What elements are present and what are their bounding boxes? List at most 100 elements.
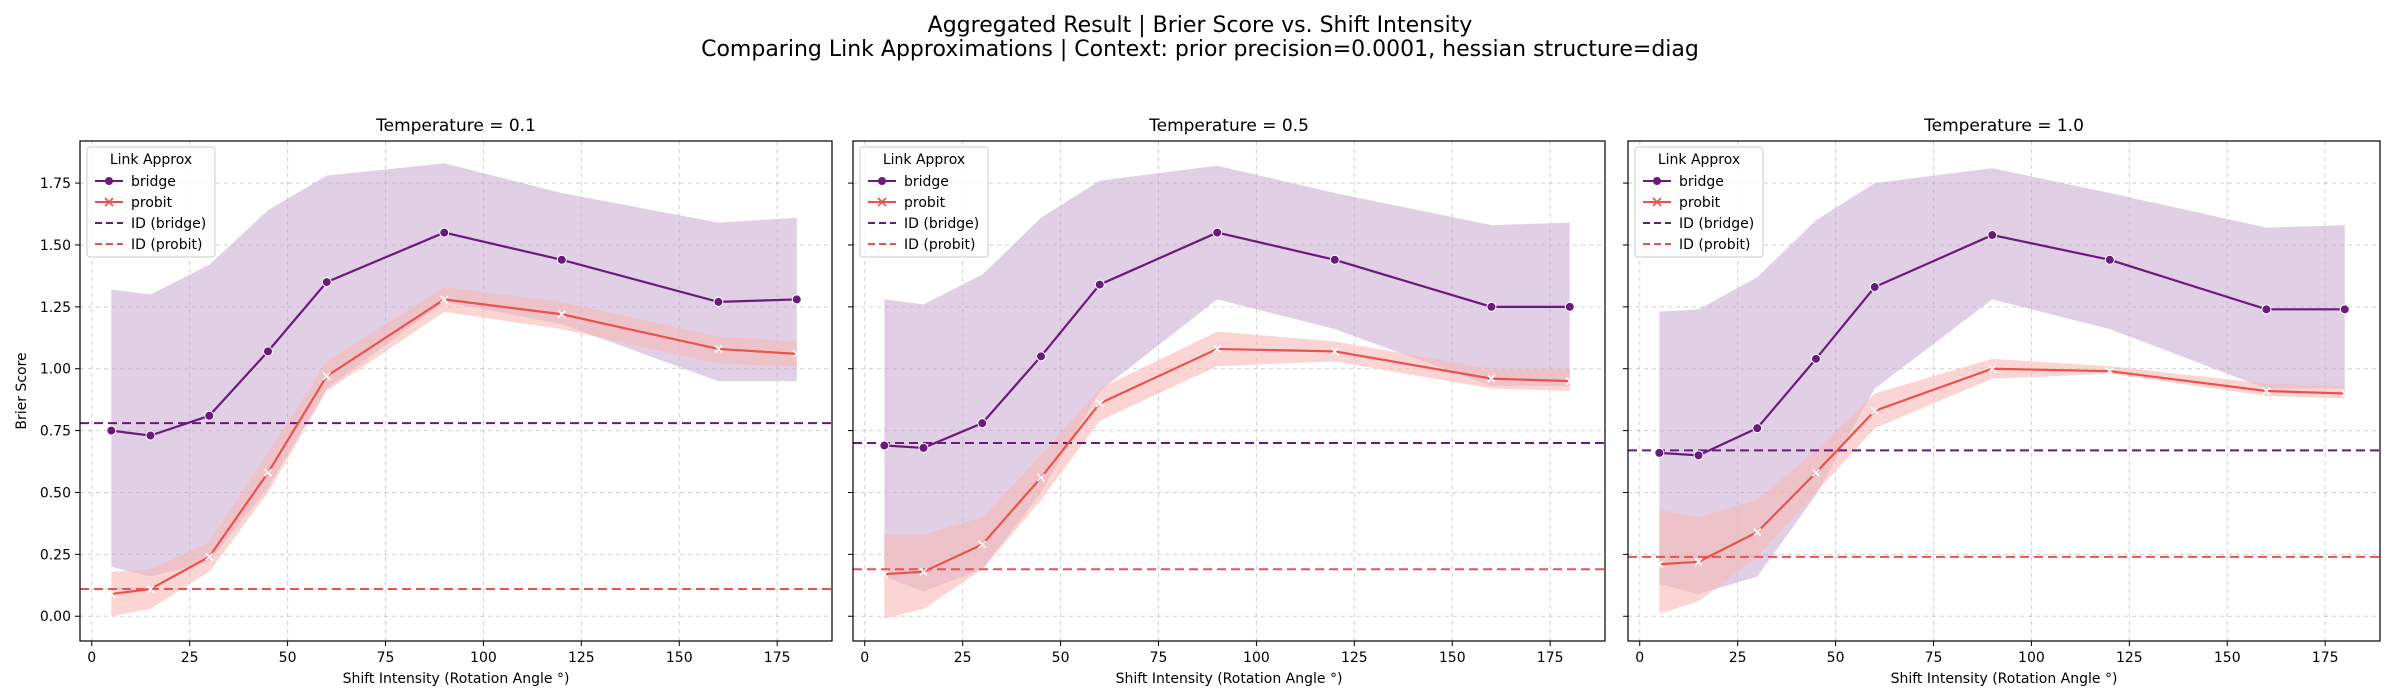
data-point-bridge (1329, 254, 1340, 265)
data-point-probit (1870, 406, 1879, 415)
data-point-bridge (1212, 227, 1223, 238)
data-point-probit (792, 349, 801, 358)
data-point-bridge (204, 410, 215, 421)
legend-item: ID (probit) (95, 237, 202, 253)
legend-label: probit (904, 195, 946, 211)
x-tick-label: 175 (2312, 650, 2339, 666)
data-point-bridge (1987, 230, 1998, 241)
chart-panel-3: 0 25 50 75 100 125 150 175 Temperature = 1.0 Shif… (1623, 116, 2381, 687)
x-axis-label: Shift Intensity (Rotation Angle °) (1891, 671, 2118, 687)
legend-title: Link Approx (1658, 152, 1740, 168)
x-tick-label: 75 (377, 650, 395, 666)
legend-title: Link Approx (883, 152, 965, 168)
data-point-probit (1213, 344, 1222, 353)
x-axis-label: Shift Intensity (Rotation Angle °) (1116, 671, 1343, 687)
data-point-probit (2105, 367, 2114, 376)
y-tick-label: 0.25 (40, 547, 71, 563)
data-point-probit (146, 584, 155, 594)
data-point-probit (1988, 364, 1997, 373)
x-tick-label: 25 (1729, 650, 1747, 666)
data-point-probit (1565, 377, 1574, 386)
legend-item: ID (bridge) (1643, 216, 1754, 232)
x-tick-label: 125 (1341, 650, 1368, 666)
chart-panel-1: 0 25 50 75 100 125 150 175 0.00 0.25 0.50 0.75 1.00 1… (14, 116, 833, 687)
data-point-probit (2340, 389, 2349, 398)
x-tick-label: 75 (1150, 650, 1168, 666)
legend-label: bridge (1679, 174, 1724, 190)
x-tick-label: 0 (1635, 650, 1644, 666)
x-tick-label: 25 (954, 650, 972, 666)
data-point-probit (440, 295, 449, 304)
legend: Link Approx bridge probit ID (bridge) ID (pr… (859, 146, 989, 258)
data-point-bridge (1693, 450, 1704, 461)
legend: Link Approx bridge probit ID (bridge) ID (pr… (86, 146, 216, 258)
x-tick-label: 100 (2018, 650, 2045, 666)
x-tick-label: 0 (87, 650, 96, 666)
legend-label: ID (bridge) (1679, 216, 1754, 232)
data-point-probit (1694, 557, 1703, 566)
confidence-band-bridge (884, 165, 1570, 592)
x-tick-label: 175 (764, 650, 791, 666)
legend-marker-x (877, 197, 887, 207)
data-point-probit (1811, 468, 1821, 477)
legend-item: bridge (868, 174, 949, 190)
legend-marker-circle (105, 177, 113, 185)
x-tick-label: 150 (2214, 650, 2241, 666)
legend-item: ID (probit) (868, 237, 975, 253)
y-tick-label: 0.50 (40, 485, 71, 501)
data-point-bridge (977, 418, 988, 429)
data-point-bridge (713, 296, 724, 307)
data-point-probit (1487, 374, 1496, 383)
data-point-bridge (1869, 282, 1880, 293)
legend-label: probit (1679, 195, 1721, 211)
panel-title: Temperature = 0.5 (1148, 116, 1309, 136)
legend-item: probit (868, 195, 946, 211)
x-tick-label: 75 (1925, 650, 1943, 666)
x-tick-label: 150 (666, 650, 693, 666)
data-point-probit (1655, 560, 1664, 569)
data-point-bridge (879, 440, 890, 451)
x-tick-label: 50 (279, 650, 297, 666)
plot-frame (1627, 140, 2381, 642)
legend-label: ID (probit) (1679, 237, 1750, 253)
data-point-probit (880, 570, 889, 579)
x-tick-label: 50 (1052, 650, 1070, 666)
legend-marker-circle (878, 177, 886, 185)
data-point-bridge (263, 346, 273, 357)
x-tick-label: 100 (470, 650, 497, 666)
figure-title-line1: Aggregated Result | Brier Score vs. Shif… (928, 13, 1473, 38)
y-tick-label: 1.50 (40, 238, 71, 254)
data-point-bridge (791, 294, 802, 305)
data-point-bridge (1752, 423, 1763, 434)
plot-frame (79, 140, 833, 642)
data-point-bridge (918, 442, 929, 453)
x-tick-label: 50 (1827, 650, 1845, 666)
x-tick-label: 125 (2116, 650, 2143, 666)
legend-label: ID (probit) (904, 237, 975, 253)
data-point-bridge (1094, 279, 1105, 290)
data-point-probit (1753, 528, 1762, 537)
data-point-bridge (106, 425, 117, 436)
x-tick-label: 150 (1439, 650, 1466, 666)
data-point-bridge (321, 277, 332, 288)
confidence-band-probit (111, 287, 797, 617)
legend-label: probit (131, 195, 173, 211)
data-point-probit (2262, 386, 2271, 396)
data-point-probit (714, 344, 723, 353)
legend-item: bridge (1643, 174, 1724, 190)
data-point-bridge (1654, 447, 1665, 458)
data-point-probit (263, 468, 273, 477)
legend-box (86, 146, 216, 258)
data-point-bridge (145, 430, 156, 441)
data-point-probit (107, 589, 116, 599)
data-point-probit (1036, 473, 1046, 482)
confidence-band-probit (1659, 358, 2345, 614)
legend-item: probit (1643, 195, 1721, 211)
plot-frame (852, 140, 1606, 642)
y-axis-label: Brier Score (14, 352, 30, 429)
data-point-bridge (1486, 301, 1497, 312)
data-point-probit (557, 310, 566, 319)
legend-marker-x (104, 197, 114, 207)
legend: Link Approx bridge probit ID (bridge) ID (pr… (1634, 146, 1764, 258)
